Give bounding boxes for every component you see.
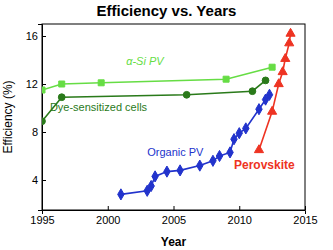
series-marker [268, 106, 277, 114]
series-marker [98, 80, 104, 86]
x-tick-mark [108, 206, 109, 210]
series-marker [249, 88, 256, 95]
y-tick-mark [42, 132, 46, 133]
x-tick-mark [239, 206, 240, 210]
series-marker [243, 123, 249, 134]
series-marker [254, 145, 263, 153]
x-tick: 2010 [228, 206, 252, 226]
y-axis-title: Efficiency (%) [1, 80, 15, 153]
y-tick-mark [42, 180, 46, 181]
y-tick-mark [42, 36, 46, 37]
x-axis: 1995 2000 2005 2010 2015 [30, 206, 317, 226]
series-marker [262, 77, 269, 84]
series-marker [286, 28, 295, 36]
series-line [42, 80, 266, 121]
series-marker [274, 79, 283, 87]
y-axis-line [38, 25, 43, 211]
x-tick: 2005 [162, 206, 186, 226]
series-marker [197, 160, 203, 171]
series-marker [278, 67, 287, 75]
series-label: Perovskite [234, 158, 295, 172]
chart: Efficiency vs. Years 1995 2000 2005 2010 2015… [0, 0, 333, 250]
series-marker [59, 81, 65, 87]
series-marker [164, 166, 170, 177]
series-marker [231, 134, 237, 145]
series-marker [266, 89, 272, 100]
series-label: Dye-sensitized cells [50, 101, 148, 113]
title: Efficiency vs. Years [97, 2, 237, 19]
x-tick-mark [174, 206, 175, 210]
series-line [42, 67, 272, 90]
series-marker [183, 91, 190, 98]
series-label: Organic PV [147, 146, 204, 158]
series-marker [236, 128, 242, 139]
plot-marks [42, 28, 295, 200]
series-marker [256, 104, 262, 115]
series-marker [216, 150, 222, 161]
y-tick-label: 12 [26, 78, 38, 90]
y-tick: 16 [26, 30, 46, 42]
series-marker [42, 87, 45, 93]
series-marker [285, 38, 294, 46]
x-tick-label: 1995 [30, 214, 54, 226]
x-tick-label: 2010 [228, 214, 252, 226]
series-marker [281, 54, 290, 62]
series-marker [42, 118, 45, 125]
x-tick-mark [305, 206, 306, 210]
x-axis-title: Year [161, 235, 187, 249]
series-marker [177, 165, 183, 176]
x-tick-label: 2005 [162, 214, 186, 226]
series-marker [152, 171, 158, 182]
series-marker [210, 155, 216, 166]
series-marker [148, 180, 154, 191]
y-tick-label: 4 [32, 174, 38, 186]
y-tick: 8 [32, 126, 46, 138]
y-tick-label: 8 [32, 126, 38, 138]
x-tick: 2015 [293, 206, 317, 226]
y-tick-label: 16 [26, 30, 38, 42]
series-marker [118, 189, 124, 200]
series-marker [227, 147, 233, 158]
series-marker [269, 64, 275, 70]
series-marker [223, 76, 229, 82]
plot-frame [42, 24, 305, 210]
x-tick-label: 2015 [293, 214, 317, 226]
series-label: α-Si PV [126, 55, 165, 67]
x-tick-label: 2000 [96, 214, 120, 226]
y-tick-mark [42, 84, 46, 85]
x-tick: 2000 [96, 206, 120, 226]
y-axis: 4 8 12 16 [26, 25, 46, 211]
series-marker [58, 94, 65, 101]
y-tick: 4 [32, 174, 46, 186]
series-line [259, 34, 291, 150]
